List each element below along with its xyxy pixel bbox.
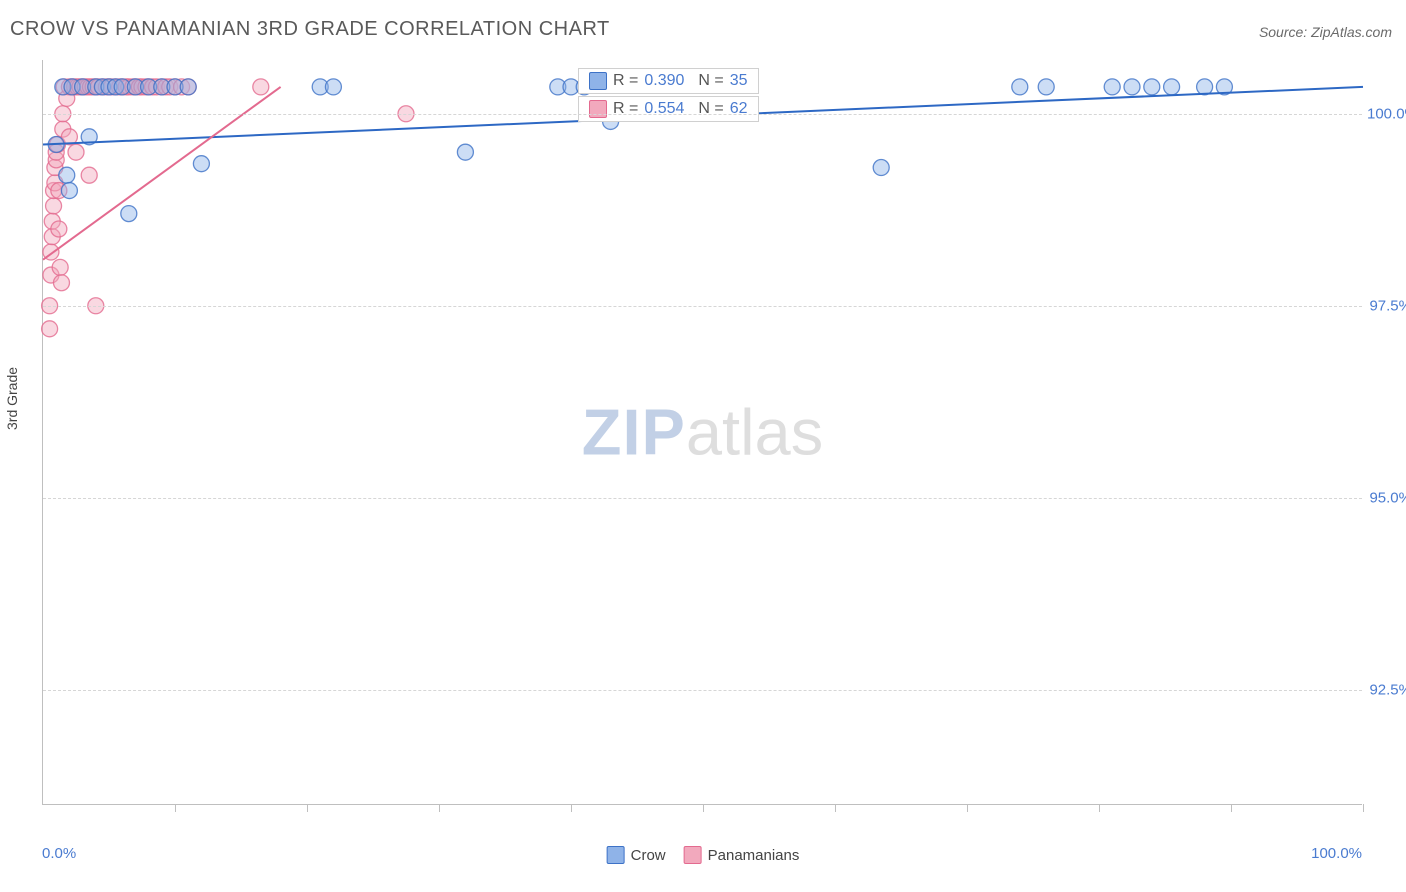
crow-r-value: 0.390 <box>644 72 684 90</box>
correlation-legend-crow: R = 0.390 N = 35 <box>578 68 759 94</box>
plot-area: ZIPatlas R = 0.390 N = 35 R = 0.554 N = … <box>42 60 1362 805</box>
gridline <box>43 690 1362 691</box>
x-tick <box>1363 804 1364 812</box>
x-tick <box>175 804 176 812</box>
x-tick <box>703 804 704 812</box>
y-tick-label: 100.0% <box>1367 105 1406 122</box>
x-tick <box>1099 804 1100 812</box>
gridline <box>43 114 1362 115</box>
y-tick-label: 95.0% <box>1367 489 1406 506</box>
x-axis-max-label: 100.0% <box>1311 845 1362 862</box>
chart-container: CROW VS PANAMANIAN 3RD GRADE CORRELATION… <box>0 0 1406 892</box>
r-label: R = <box>613 100 638 118</box>
crow-swatch-icon <box>607 846 625 864</box>
legend-label-panamanians: Panamanians <box>708 847 800 864</box>
n-label: N = <box>698 100 723 118</box>
x-axis-min-label: 0.0% <box>42 845 76 862</box>
y-axis-label: 3rd Grade <box>4 367 20 430</box>
x-tick <box>439 804 440 812</box>
panamanians-r-value: 0.554 <box>644 100 684 118</box>
legend-item-panamanians: Panamanians <box>684 846 800 864</box>
gridline <box>43 498 1362 499</box>
y-tick-label: 92.5% <box>1367 681 1406 698</box>
bottom-legend: Crow Panamanians <box>607 846 800 864</box>
chart-svg <box>43 60 1362 804</box>
source-label: Source: ZipAtlas.com <box>1259 24 1392 40</box>
crow-n-value: 35 <box>730 72 748 90</box>
correlation-legend-panamanians: R = 0.554 N = 62 <box>578 96 759 122</box>
panamanians-n-value: 62 <box>730 100 748 118</box>
panamanians-swatch-icon <box>589 100 607 118</box>
x-tick <box>571 804 572 812</box>
crow-swatch-icon <box>589 72 607 90</box>
y-tick-label: 97.5% <box>1367 297 1406 314</box>
x-tick <box>967 804 968 812</box>
n-label: N = <box>698 72 723 90</box>
x-tick <box>835 804 836 812</box>
panamanians-swatch-icon <box>684 846 702 864</box>
legend-item-crow: Crow <box>607 846 666 864</box>
chart-title: CROW VS PANAMANIAN 3RD GRADE CORRELATION… <box>10 18 610 41</box>
x-tick <box>1231 804 1232 812</box>
gridline <box>43 306 1362 307</box>
r-label: R = <box>613 72 638 90</box>
x-tick <box>307 804 308 812</box>
legend-label-crow: Crow <box>631 847 666 864</box>
